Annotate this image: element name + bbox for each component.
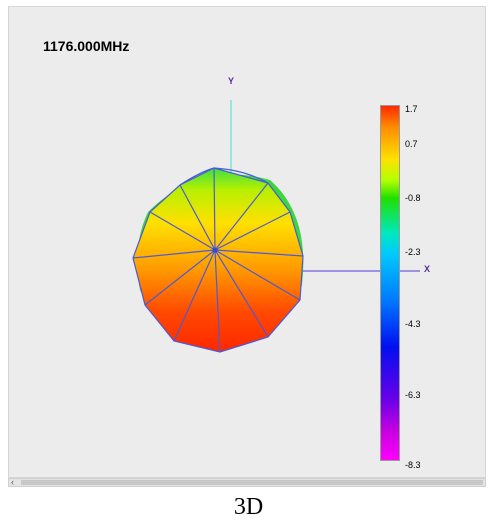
scroll-left-icon[interactable]: ‹ — [11, 477, 14, 487]
color-scale-bar — [380, 105, 400, 461]
colorbar-tick: -4.3 — [405, 319, 421, 329]
colorbar-tick: -2.3 — [405, 247, 421, 257]
mesh-lines — [132, 167, 304, 353]
horizontal-scrollbar[interactable]: ‹ — [8, 477, 486, 487]
mesh-center — [212, 247, 218, 253]
colorbar-tick: 1.7 — [405, 104, 418, 114]
x-axis-label: X — [424, 264, 431, 274]
colorbar-tick: -8.3 — [405, 460, 421, 470]
colorbar-tick: 0.7 — [405, 139, 418, 149]
frequency-label: 1176.000MHz — [43, 38, 130, 54]
pattern-surface — [132, 167, 304, 353]
colorbar-tick: -6.3 — [405, 390, 421, 400]
scrollbar-thumb[interactable] — [21, 480, 483, 485]
y-axis-label: Y — [228, 76, 235, 86]
colorbar-tick: -0.8 — [405, 193, 421, 203]
figure-caption: 3D — [233, 494, 264, 520]
